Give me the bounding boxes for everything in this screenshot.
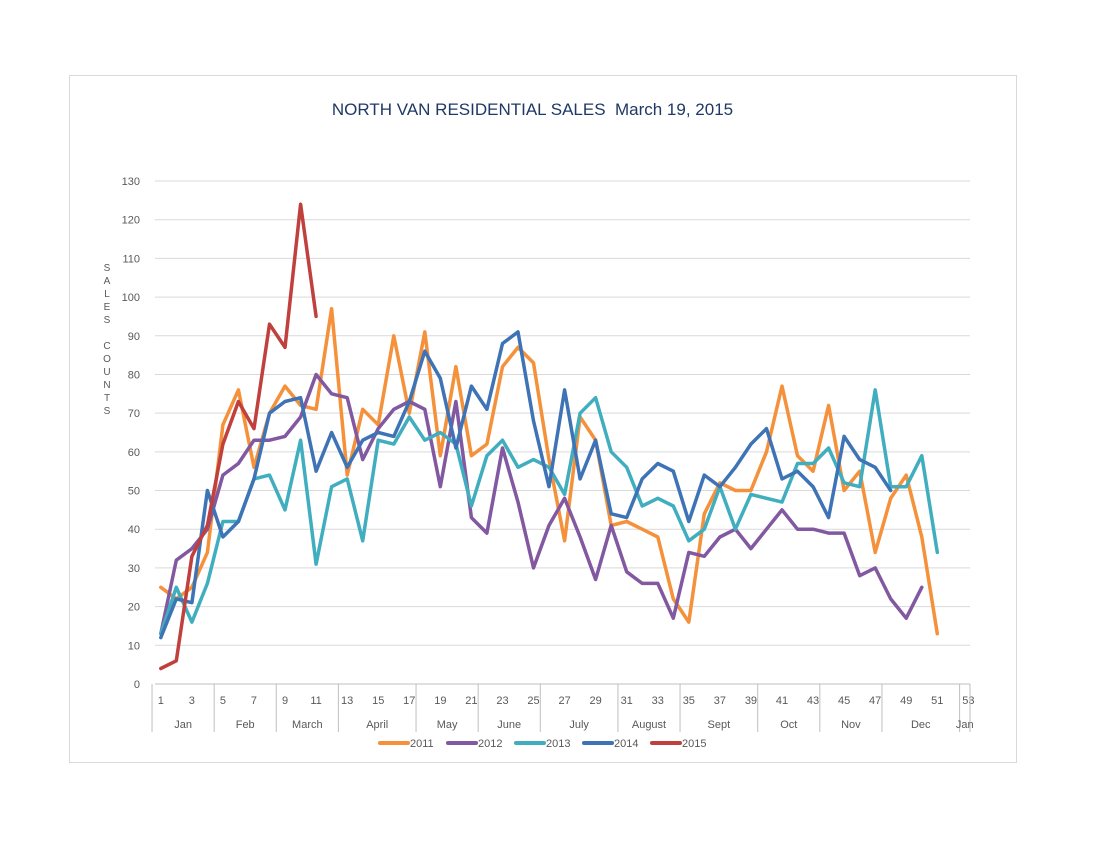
x-tick-label: 51 [931,695,943,707]
legend-label-2011: 2011 [410,738,434,750]
y-tick-label: 80 [128,369,140,381]
y-tick-label: 130 [122,176,140,188]
month-label: Dec [911,719,931,731]
x-tick-label: 9 [282,695,288,707]
x-tick-label: 37 [714,695,726,707]
y-tick-label: 110 [122,253,140,265]
series-line-2011 [159,306,940,636]
y-tick-label: 30 [128,563,140,575]
month-label: Jan [174,719,192,731]
x-tick-label: 7 [251,695,257,707]
y-axis-label-letter: S [103,315,111,326]
x-tick-label: 35 [683,695,695,707]
y-tick-label: 40 [128,524,140,536]
legend-label-2013: 2013 [546,738,570,750]
x-tick-label: 5 [220,695,226,707]
x-tick-label: 29 [590,695,602,707]
x-tick-label: 1 [158,695,164,707]
month-label: June [497,719,521,731]
y-axis-label-letter: A [103,276,111,287]
y-axis-label-letter: O [103,354,111,365]
y-tick-label: 100 [122,292,140,304]
y-tick-label: 0 [134,679,140,691]
y-tick-label: 20 [128,602,140,614]
x-tick-label: 31 [621,695,633,707]
series-line-2012 [159,372,924,636]
x-tick-label: 41 [776,695,788,707]
series-line-2014 [159,330,893,640]
x-tick-label: 45 [838,695,850,707]
legend-label-2014: 2014 [614,738,638,750]
month-label: April [366,719,388,731]
month-label: Sept [708,719,731,731]
series-line-2015 [159,202,318,671]
month-label: Feb [236,719,255,731]
month-label: July [569,719,589,731]
y-tick-label: 60 [128,447,140,459]
x-tick-label: 17 [403,695,415,707]
y-axis-label-letter: C [103,341,111,352]
month-label: Nov [841,719,861,731]
month-label: Oct [780,719,797,731]
y-tick-label: 50 [128,486,140,498]
y-axis-label-letter: E [103,302,111,313]
y-axis-label-letter: U [103,367,111,378]
month-label: Jan [956,719,974,731]
x-tick-label: 21 [465,695,477,707]
month-label: May [437,719,458,731]
x-tick-label: 11 [310,695,321,707]
month-label: August [632,719,666,731]
y-tick-label: 120 [122,215,140,227]
x-tick-label: 23 [496,695,508,707]
y-axis-label-letter: N [103,380,111,391]
x-tick-label: 3 [189,695,195,707]
y-tick-label: 90 [128,331,140,343]
x-tick-label: 47 [869,695,881,707]
x-tick-label: 33 [652,695,664,707]
x-tick-label: 13 [341,695,353,707]
y-tick-label: 70 [128,408,140,420]
y-axis-label-letter: S [103,406,111,417]
legend-label-2012: 2012 [478,738,502,750]
y-axis-label-letter: T [103,393,111,404]
y-axis-label-letter: S [103,263,111,274]
x-tick-label: 15 [372,695,384,707]
y-axis-label-letter: L [104,289,110,300]
legend-label-2015: 2015 [682,738,706,750]
x-tick-label: 25 [527,695,539,707]
x-tick-label: 43 [807,695,819,707]
x-tick-label: 53 [962,695,974,707]
chart-title: NORTH VAN RESIDENTIAL SALES March 19, 20… [331,100,734,119]
chart-frame [69,75,1017,763]
x-tick-label: 49 [900,695,912,707]
x-tick-label: 27 [558,695,570,707]
x-tick-label: 19 [434,695,446,707]
y-tick-label: 10 [128,640,140,652]
series-line-2013 [159,388,940,636]
month-label: March [292,719,323,731]
x-tick-label: 39 [745,695,757,707]
